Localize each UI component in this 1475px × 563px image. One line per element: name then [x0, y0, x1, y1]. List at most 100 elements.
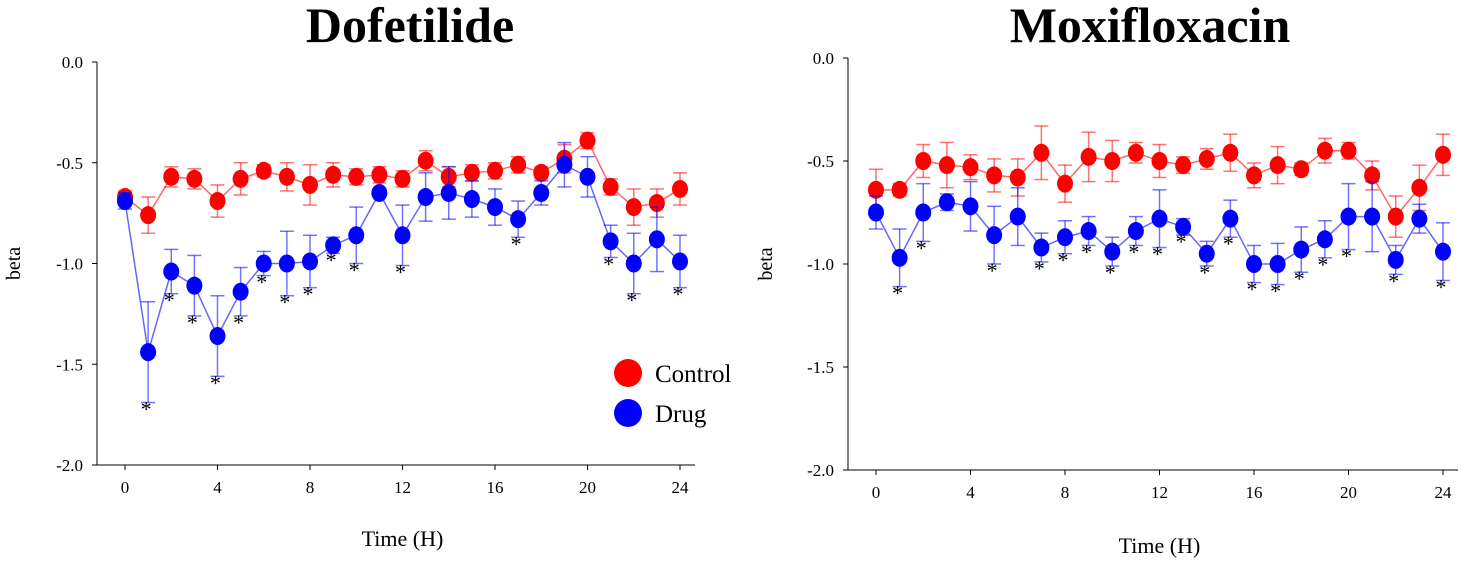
data-point — [602, 232, 619, 251]
chart-moxifloxacin: Moxifloxacin 0.0 -0.5 -1.0 -1.5 -2.0 0 4 8 12 16 20… — [755, 0, 1458, 558]
series-control — [868, 125, 1451, 238]
data-point — [140, 343, 157, 362]
data-point — [232, 169, 249, 188]
data-point — [1269, 255, 1286, 273]
data-point — [417, 151, 434, 170]
data-point — [962, 158, 979, 177]
y-axis-label: beta — [3, 247, 25, 280]
data-point — [868, 180, 884, 199]
data-point — [1198, 149, 1215, 168]
data-point — [1222, 143, 1239, 162]
data-point — [1316, 141, 1333, 160]
significance-marker: * — [1317, 252, 1328, 277]
data-point — [1293, 160, 1310, 179]
data-point — [1057, 228, 1073, 247]
data-point — [394, 169, 411, 188]
data-point — [1364, 166, 1381, 185]
data-point — [1151, 209, 1168, 228]
data-point — [487, 161, 503, 180]
series-drug: * * * * * * * * * * * * * * * * * * * — [868, 180, 1451, 306]
data-point — [1364, 207, 1381, 226]
significance-marker: * — [1128, 239, 1139, 264]
data-point — [1127, 222, 1144, 241]
data-point — [140, 206, 157, 225]
x-axis-label: Time (H) — [362, 526, 444, 551]
data-point — [915, 152, 932, 170]
significance-marker: * — [326, 247, 337, 272]
data-point — [868, 203, 884, 222]
legend-marker-control — [614, 359, 642, 387]
data-point — [163, 262, 180, 281]
data-point — [209, 192, 226, 211]
data-point — [325, 236, 342, 255]
data-point — [1387, 250, 1404, 269]
data-point — [209, 327, 226, 346]
data-point — [1387, 207, 1404, 226]
x-tick-label: 0 — [121, 478, 130, 497]
significance-marker: * — [1270, 279, 1281, 304]
y-tick-label: -1.0 — [807, 255, 834, 274]
x-axis-label: Time (H) — [1119, 533, 1201, 558]
data-point — [648, 230, 665, 249]
data-point — [579, 131, 596, 150]
significance-marker: * — [395, 260, 406, 285]
x-tick-label: 20 — [1340, 483, 1357, 502]
data-point — [915, 203, 932, 222]
data-point — [1009, 207, 1026, 226]
data-point — [302, 175, 318, 194]
y-tick-label: -0.5 — [56, 154, 83, 173]
data-point — [556, 155, 573, 174]
data-point — [417, 188, 434, 207]
data-point — [510, 210, 527, 229]
significance-marker: * — [279, 290, 290, 315]
data-point — [163, 167, 180, 186]
significance-marker: * — [626, 288, 637, 313]
data-point — [891, 180, 908, 199]
data-point — [278, 167, 295, 186]
chart-title: Moxifloxacin — [1010, 0, 1291, 53]
x-tick-label: 8 — [1061, 483, 1070, 502]
data-point — [186, 276, 203, 295]
data-point — [1151, 152, 1168, 170]
data-point — [1175, 156, 1192, 175]
data-point — [625, 254, 642, 273]
data-point — [1316, 230, 1333, 249]
data-point — [1080, 147, 1097, 166]
data-point — [371, 183, 388, 202]
data-point — [186, 169, 203, 188]
y-tick-label: -1.5 — [807, 358, 834, 377]
significance-marker: * — [1247, 277, 1258, 302]
legend-marker-drug — [614, 399, 642, 427]
y-tick-label: -0.5 — [807, 152, 834, 171]
significance-marker: * — [511, 231, 522, 256]
data-point — [533, 183, 550, 202]
data-point — [672, 252, 688, 271]
significance-marker: * — [1152, 242, 1163, 267]
data-point — [463, 190, 480, 209]
data-point — [1246, 166, 1262, 185]
significance-marker: * — [1199, 260, 1210, 285]
data-point — [1057, 174, 1073, 193]
data-point — [938, 156, 955, 175]
significance-marker: * — [892, 281, 903, 306]
significance-marker: * — [1058, 248, 1069, 273]
data-point — [1175, 217, 1192, 236]
data-point — [1104, 242, 1121, 261]
data-point — [1269, 156, 1286, 175]
y-tick-label: 0.0 — [62, 53, 83, 72]
chart-dofetilide: Dofetilide 0.0 -0.5 -1.0 -1.5 -2.0 0 4 8 12 16 20 24… — [3, 0, 731, 551]
significance-marker: * — [187, 310, 198, 335]
significance-marker: * — [210, 370, 221, 395]
series-drug: * * * * * * * * * * * * * * * — [117, 141, 688, 422]
data-point — [533, 163, 550, 182]
y-tick-label: -1.0 — [56, 255, 83, 274]
y-tick-label: -2.0 — [56, 456, 83, 475]
y-tick-label: -1.5 — [56, 355, 83, 374]
data-point — [1009, 168, 1026, 187]
data-point — [348, 167, 365, 186]
data-point — [1435, 242, 1451, 261]
significance-marker: * — [1176, 229, 1187, 254]
significance-marker: * — [141, 397, 152, 422]
